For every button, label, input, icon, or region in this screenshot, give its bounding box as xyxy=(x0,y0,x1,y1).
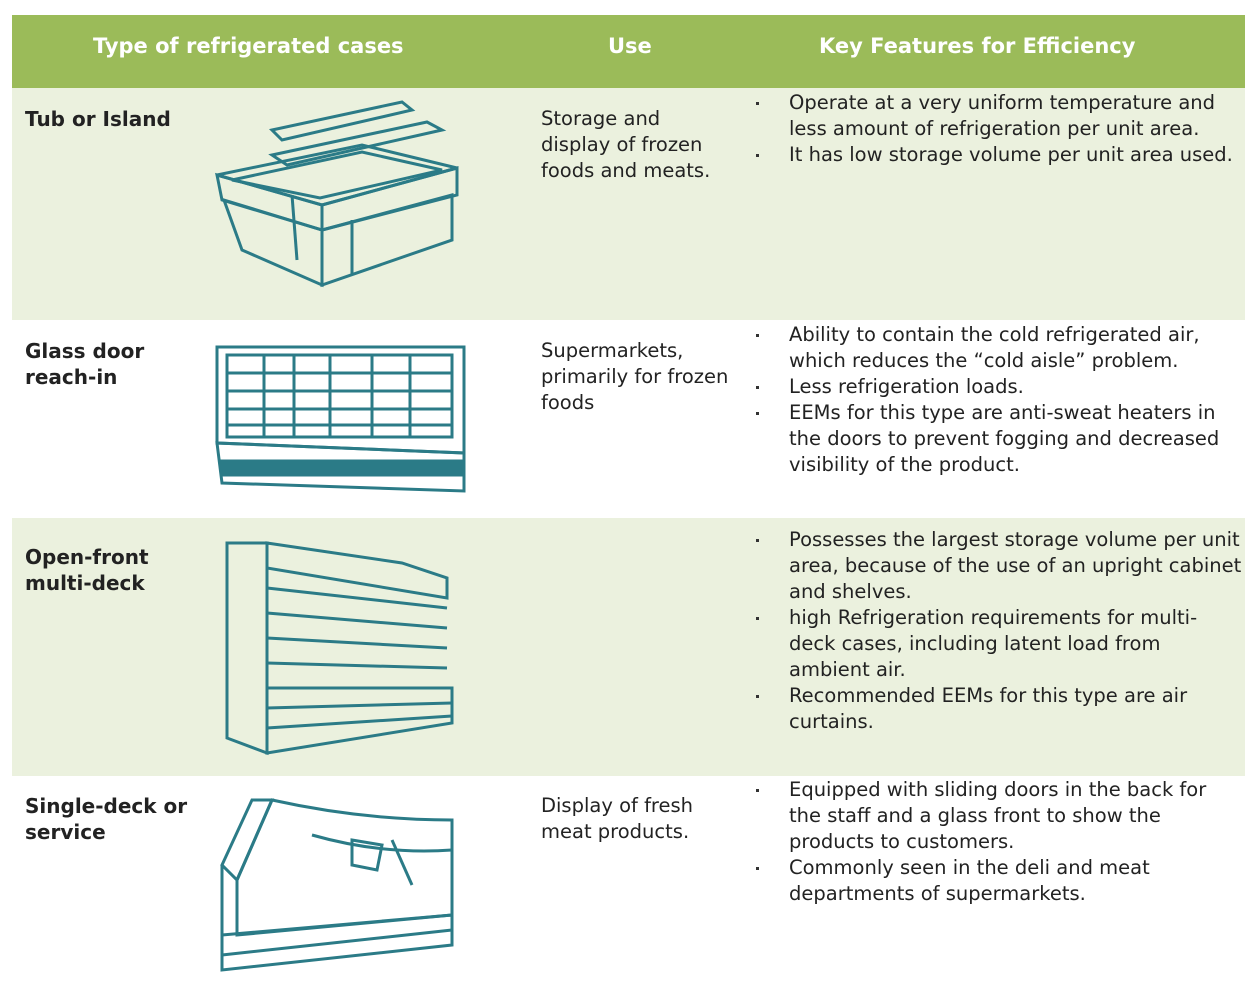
bullet xyxy=(756,154,759,157)
feature-item: Recommended EEMs for this type are air c… xyxy=(752,683,1242,735)
feature-list: Equipped with sliding doors in the back … xyxy=(752,777,1242,907)
feature-item: Commonly seen in the deli and meat depar… xyxy=(752,855,1242,907)
feature-text: Recommended EEMs for this type are air c… xyxy=(789,684,1188,733)
feature-list: Ability to contain the cold refrigerated… xyxy=(752,322,1242,478)
feature-item: Less refrigeration loads. xyxy=(752,374,1242,400)
feature-item: high Refrigeration requirements for mult… xyxy=(752,605,1242,683)
feature-text: Ability to contain the cold refrigerated… xyxy=(789,323,1200,372)
case-type: Tub or Island xyxy=(25,107,171,131)
case-use: Storage and display of frozen foods and … xyxy=(541,107,711,182)
bullet xyxy=(756,617,759,620)
case-use: Display of fresh meat products. xyxy=(541,794,694,843)
feature-text: high Refrigeration requirements for mult… xyxy=(789,606,1198,681)
header-cell: Use xyxy=(608,34,652,58)
bullet xyxy=(756,695,759,698)
bullet xyxy=(756,102,759,105)
tub-island-image xyxy=(215,100,459,288)
feature-text: Commonly seen in the deli and meat depar… xyxy=(789,856,1150,905)
feature-list: Operate at a very uniform temperature an… xyxy=(752,90,1242,168)
feature-item: EEMs for this type are anti-sweat heater… xyxy=(752,400,1242,478)
header-cell: Key Features for Efficiency xyxy=(819,34,1136,58)
header-band xyxy=(12,15,1245,88)
bullet xyxy=(756,539,759,542)
case-type: Single-deck or service xyxy=(25,794,188,844)
row-band xyxy=(12,518,1245,776)
feature-item: It has low storage volume per unit area … xyxy=(752,142,1242,168)
feature-text: Possesses the largest storage volume per… xyxy=(789,528,1242,603)
service-case-image xyxy=(220,798,454,972)
bullet xyxy=(756,412,759,415)
feature-text: EEMs for this type are anti-sweat heater… xyxy=(789,401,1220,476)
feature-item: Ability to contain the cold refrigerated… xyxy=(752,322,1242,374)
feature-item: Operate at a very uniform temperature an… xyxy=(752,90,1242,142)
case-type: Glass door reach-in xyxy=(25,339,145,389)
feature-item: Equipped with sliding doors in the back … xyxy=(752,777,1242,855)
bullet xyxy=(756,789,759,792)
feature-text: Operate at a very uniform temperature an… xyxy=(789,91,1216,140)
bullet xyxy=(756,386,759,389)
multi-deck-image xyxy=(225,541,454,756)
bullet xyxy=(756,867,759,870)
header-cell: Type of refrigerated cases xyxy=(93,34,404,58)
feature-text: Equipped with sliding doors in the back … xyxy=(789,778,1207,853)
feature-text: It has low storage volume per unit area … xyxy=(789,143,1233,166)
feature-list: Possesses the largest storage volume per… xyxy=(752,527,1242,735)
bullet xyxy=(756,334,759,337)
glass-door-image xyxy=(215,345,466,493)
feature-item: Possesses the largest storage volume per… xyxy=(752,527,1242,605)
row-band xyxy=(12,88,1245,320)
case-use: Supermarkets, primarily for frozen foods xyxy=(541,339,729,414)
feature-text: Less refrigeration loads. xyxy=(789,375,1024,398)
case-type: Open-front multi-deck xyxy=(25,545,149,595)
